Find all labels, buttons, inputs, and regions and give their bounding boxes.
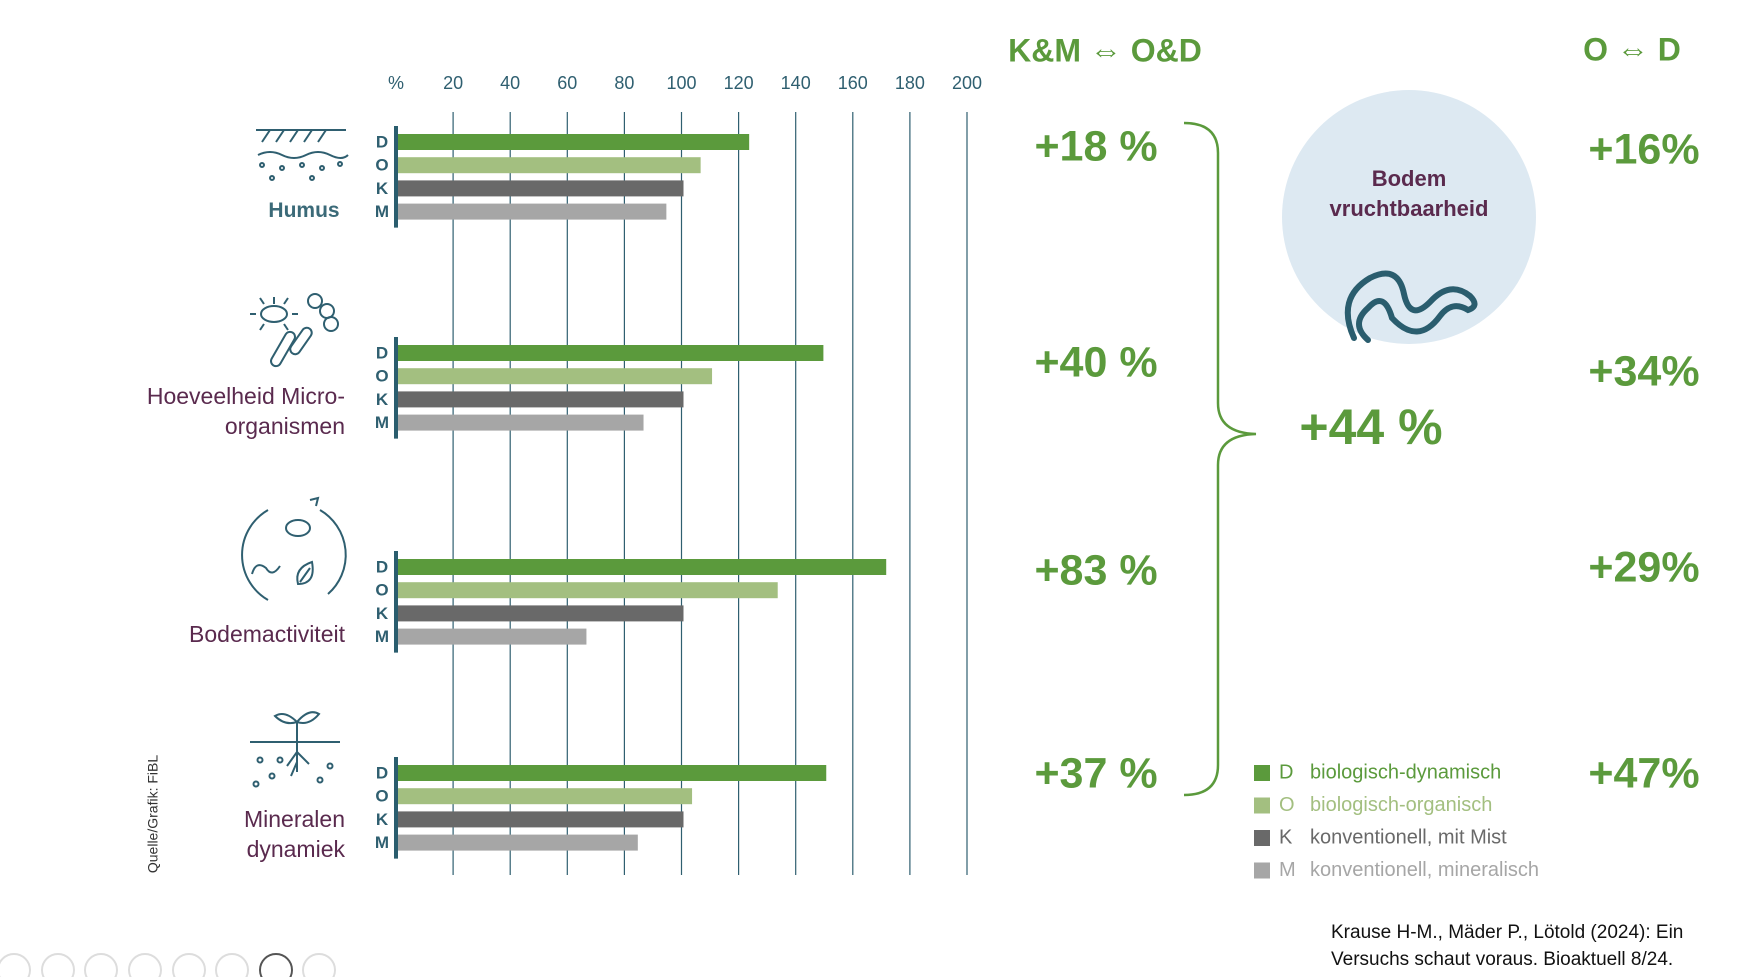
bar [398,345,824,361]
citation: Krause H-M., Mäder P., Lötold (2024): Ei… [1331,922,1684,943]
row-label: O [375,787,388,806]
comparison-label: +18 % [1034,122,1157,170]
legend-swatch [1254,830,1270,846]
bar [398,414,644,431]
worm-icon [1344,270,1478,343]
fertility-circle [1282,90,1536,344]
row-label: D [376,132,388,151]
row-label: K [376,604,389,623]
legend-label: biologisch-organisch [1310,794,1492,816]
x-tick-label: 140 [781,73,811,93]
comparison-label: +34% [1588,347,1699,395]
source: Quelle/Grafik: FiBL [145,755,161,873]
x-tick-label: 20 [443,73,463,93]
row-label: M [375,833,389,852]
brace [1183,121,1257,797]
microbe-icon [250,293,339,368]
comparison-label: +29% [1588,543,1699,591]
bar [398,811,684,828]
bar [398,628,587,645]
bar [398,605,684,622]
x-tick-label: 100 [666,73,696,93]
plant-icon [250,711,340,788]
comparison-label: +37 % [1034,749,1157,797]
x-tick-label: 180 [895,73,925,93]
group-label: Mineralen dynamiek [244,806,345,862]
legend-swatch [1254,765,1270,781]
x-tick-label: 80 [614,73,634,93]
comparison-label: +40 % [1034,338,1157,386]
row-label: M [375,413,389,432]
legend-swatch [1254,797,1270,814]
comparison-label: +47% [1588,749,1699,797]
comparison-label: +16% [1588,125,1699,173]
row-label: M [375,202,389,221]
x-tick-label: % [388,73,404,93]
legend-label: konventionell, mineralisch [1310,859,1539,881]
comparison-total: +44 % [1299,399,1442,455]
row-label: K [376,810,389,829]
bar [398,368,713,385]
legend-key: O [1279,794,1295,816]
row-label: O [375,367,388,386]
x-tick-label: 60 [557,73,577,93]
circle-label: Bodem vruchtbaarheid [1329,166,1489,221]
legend-label: biologisch-dynamisch [1310,761,1501,783]
group-label: Bodemactiviteit [189,621,345,647]
group-label: Hoeveelheid Micro-organismen [146,383,345,439]
legend-swatch [1254,862,1270,879]
legend-key: M [1279,859,1296,881]
toolbar [0,953,336,977]
comparison-label: +83 % [1034,546,1157,594]
x-tick-label: 120 [724,73,754,93]
x-tick-label: 160 [838,73,868,93]
bar [398,157,701,174]
bar [398,203,667,220]
bar [398,765,827,781]
row-label: K [376,390,389,409]
legend-key: D [1279,761,1293,783]
comparison-title: O ⇔ D [1583,31,1681,67]
comparison-title: K&M ⇔ O&D [1008,32,1202,68]
row-label: D [376,557,388,576]
row-label: K [376,179,389,198]
activity-icon [241,496,347,601]
bar [398,834,638,851]
row-label: D [376,343,388,362]
legend-label: konventionell, mit Mist [1310,826,1507,848]
bar [398,134,750,150]
row-label: O [375,156,388,175]
row-label: M [375,627,389,646]
humus-icon [256,129,349,181]
x-tick-label: 40 [500,73,520,93]
group-label: Humus [268,199,340,222]
bar [398,559,887,575]
row-label: D [376,763,388,782]
bar [398,582,778,599]
citation: Versuchs schaut voraus. Bioaktuell 8/24. [1331,949,1674,970]
bar [398,788,693,805]
legend-key: K [1279,826,1293,848]
x-tick-label: 200 [952,73,982,93]
bar [398,391,684,408]
bar [398,180,684,197]
row-label: O [375,581,388,600]
